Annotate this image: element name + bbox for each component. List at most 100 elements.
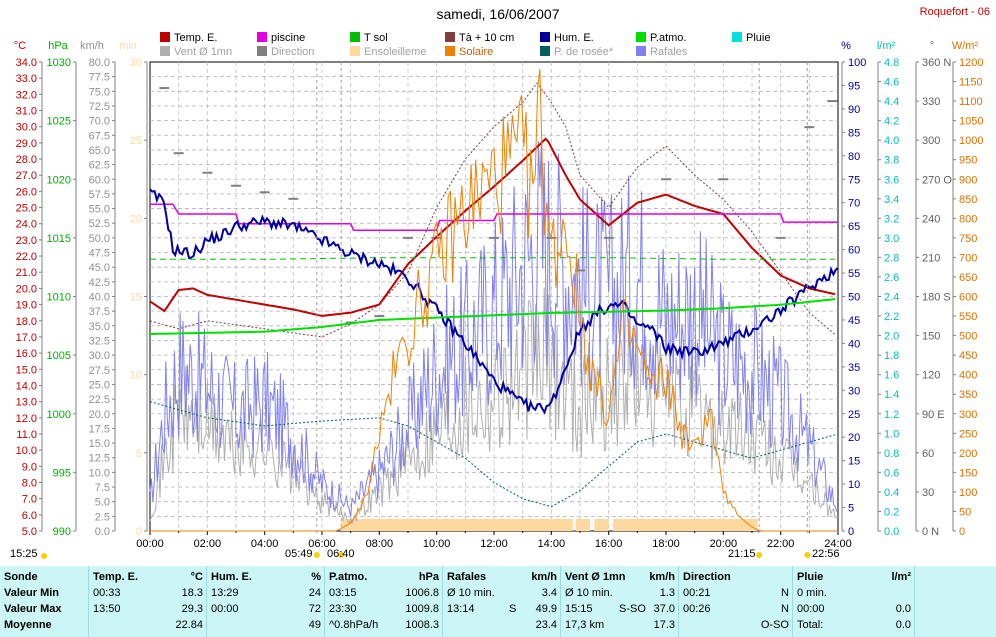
time-label: 14:00 [538,538,566,550]
series-p-atmo- [150,298,836,335]
axis-kmh-label: 32.5 [89,335,110,347]
axis-units: °C hPa km/h min% l/m² ° W/m² [14,40,979,52]
axis-kmh-label: 5.0 [95,497,110,509]
axis-pct-label: 100 [848,57,866,69]
series-rafales [149,141,838,517]
axis-kmh-label: 10.0 [89,467,110,479]
axis-temp-label: 15.0 [16,364,37,376]
dusk-time: 22:56 [812,548,840,560]
rafales-max-value: 49.9 [535,603,557,615]
vent-min-value: 1.3 [659,587,675,599]
time-label: 10:00 [423,538,451,550]
axis-rain-label: 3.8 [884,155,899,167]
axis-min-label: 0 [136,526,142,538]
legend-item: Temp. E. [160,32,217,44]
col-temp: Temp. E. °C 00:33 18.3 13:50 29.3 22.84 [88,566,207,637]
axis-kmh-label: 2.5 [95,511,110,523]
axis-kmh-label: 75.0 [89,86,110,98]
rafales-max-time: 13:14 [447,603,475,615]
axis-temp-label: 14.0 [16,380,37,392]
vent-max-value: 37.0 [653,603,675,615]
axis-pct-label: 40 [848,338,860,350]
rafales-min-value: 3.4 [541,587,557,599]
pluie-duration: 0 min. [797,587,827,599]
axis-wm2-label: 850 [959,194,977,206]
axis-temp-label: 18.0 [16,316,37,328]
header-pluie: Pluie [797,571,824,583]
time-label: 22:00 [767,538,795,550]
axis-temp-label: 16.0 [16,348,37,360]
axis-kmh-label: 80.0 [89,57,110,69]
axis-dir-label: 270 O [922,174,952,186]
patmo-min-time: 03:15 [329,587,357,599]
hum-min-value: 24 [308,587,321,599]
axis-dir: 360 N 330 300 270 O 240 210 180 S 150 120 90 E 60 3… [915,57,952,538]
axis-min-label: 30 [130,57,142,69]
axis-wm2-label: 750 [959,233,977,245]
axis-temp-label: 11.0 [16,429,37,441]
axis-kmh-label: 22.5 [89,394,110,406]
pluie-max-value: 0.0 [895,603,911,615]
col-hum: Hum. E.% 13:29 24 00:00 72 49 [206,566,325,637]
legend-item: Vent Ø 1mn [160,46,232,58]
axis-pct-label: 60 [848,245,860,257]
row-label-min: Valeur Min [4,587,60,599]
sunshine-bar [612,519,758,531]
axis-rain-label: 3.0 [884,233,899,245]
axis-rain: 4.8 4.6 4.4 4.2 4.0 3.8 3.6 3.4 3.2 3.0 2.8 2.6 2.4 2… [877,57,899,538]
axis-wm2-label: 600 [959,292,977,304]
unit-left-1: hPa [48,40,68,52]
col-empty [914,566,996,637]
legend-label: Solaire [459,46,494,58]
axis-temp-label: 30.0 [16,122,37,134]
vent-min-note: Ø 10 min. [565,587,613,599]
unit-left-2: km/h [80,40,104,52]
legend-item: P.atmo. [636,32,687,44]
axis-wm2-label: 650 [959,272,977,284]
axis-wm2-label: 700 [959,252,977,264]
legend-item: Hum. E. [540,32,594,44]
axis-wm2-label: 1050 [959,116,983,128]
axis-temp-label: 25.0 [16,203,37,215]
patmo-max-value: 1009.8 [405,603,439,615]
patmo-max-time: 23:30 [329,603,357,615]
axis-temp-label: 20.0 [16,283,37,295]
header-vent-unit: km/h [649,571,675,583]
axis-wm2-label: 950 [959,155,977,167]
axis-kmh-label: 35.0 [89,321,110,333]
legend-swatch [636,46,646,56]
legend-swatch [257,32,267,42]
legend-item: Direction [257,46,314,58]
axis-rain-label: 0.4 [884,487,899,499]
axis-hpa-label: 1005 [47,350,71,362]
chart-title: samedi, 16/06/2007 [436,6,560,22]
unit-right-2: ° [930,40,934,52]
axis-wm2-label: 300 [959,409,977,421]
axis-temp-label: 19.0 [16,300,37,312]
sunset-time: 21:15 [728,548,756,560]
sun-marker-dot [313,552,320,558]
rafales-max-dir: S [509,603,517,615]
time-label: 06:00 [308,538,336,550]
legend-label: Hum. E. [554,32,594,44]
direction-max-time: 00:26 [683,603,711,615]
vent-distance: 17,3 km [565,619,605,631]
legend-item: Pluie [732,32,770,44]
legend-swatch [350,46,360,56]
col-rafales: Rafales km/h Ø 10 min. 3.4 13:14 S 49.9 23.4 [442,566,561,637]
axis-dir-label: 60 [922,448,934,460]
axis-kmh-label: 17.5 [89,423,110,435]
hum-avg-value: 49 [308,619,321,631]
axis-pct-label: 10 [848,479,860,491]
vent-max-dir: S-SO [619,603,646,615]
day-start-time: 15:25 [10,548,38,560]
axis-rain-label: 4.8 [884,57,899,69]
axis-rain-label: 1.0 [884,428,899,440]
legend-swatch [160,46,170,56]
unit-left-0: °C [14,40,26,52]
header-patmo-unit: hPa [418,571,439,583]
axis-temp-label: 9.0 [22,461,37,473]
temp-min-time: 00:33 [93,587,121,599]
sunshine-bar [594,519,609,531]
axis-dir-label: 360 N [922,57,951,69]
